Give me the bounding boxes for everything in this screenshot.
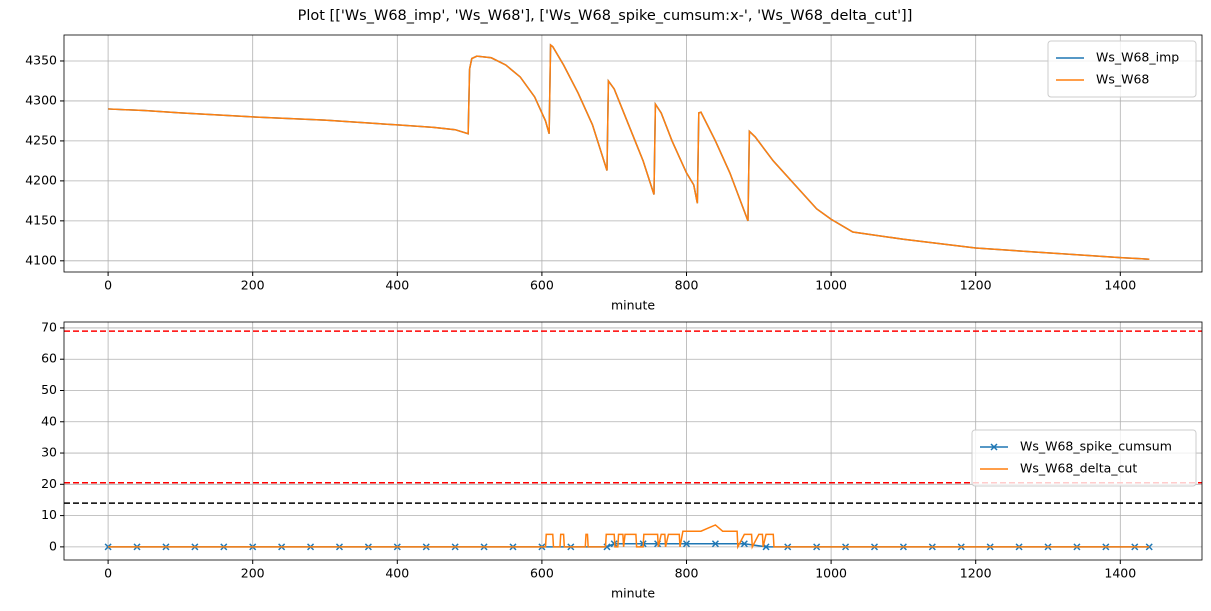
x-tick-label: 1000 xyxy=(815,278,847,293)
series-line xyxy=(108,524,1150,550)
y-tick-label: 4100 xyxy=(25,252,57,267)
y-tick-label: 10 xyxy=(41,507,57,522)
legend-label: Ws_W68_spike_cumsum xyxy=(1020,439,1172,454)
series-line xyxy=(108,43,1150,260)
x-tick-label: 0 xyxy=(104,566,112,581)
y-tick-label: 4350 xyxy=(25,52,57,67)
y-tick-label: 4250 xyxy=(25,132,57,147)
x-tick-label: 600 xyxy=(530,566,554,581)
x-tick-label: 800 xyxy=(675,278,699,293)
x-tick-label: 1400 xyxy=(1104,278,1136,293)
axes-frame xyxy=(63,321,1203,561)
y-tick-label: 4150 xyxy=(25,212,57,227)
series-line xyxy=(108,43,1150,260)
y-tick-label: 20 xyxy=(41,476,57,491)
legend-box xyxy=(1047,40,1197,98)
x-tick-label: 400 xyxy=(385,566,409,581)
x-tick-label: 400 xyxy=(385,278,409,293)
y-tick-label: 4300 xyxy=(25,92,57,107)
x-axis-label: minute xyxy=(611,298,655,313)
x-tick-label: 600 xyxy=(530,278,554,293)
y-tick-label: 40 xyxy=(41,413,57,428)
x-tick-label: 1200 xyxy=(960,566,992,581)
marker xyxy=(740,540,748,548)
x-axis-label: minute xyxy=(611,586,655,601)
y-tick-label: 50 xyxy=(41,382,57,397)
legend-label: Ws_W68 xyxy=(1096,72,1149,87)
legend-label: Ws_W68_imp xyxy=(1096,50,1179,65)
x-tick-label: 800 xyxy=(675,566,699,581)
x-tick-label: 200 xyxy=(241,278,265,293)
legend-box xyxy=(971,429,1197,487)
marker xyxy=(711,540,719,548)
marker xyxy=(682,540,691,548)
y-tick-label: 60 xyxy=(41,351,57,366)
x-tick-label: 200 xyxy=(241,566,265,581)
x-tick-label: 0 xyxy=(104,278,112,293)
y-tick-label: 30 xyxy=(41,445,57,460)
x-tick-label: 1000 xyxy=(815,566,847,581)
axes-frame xyxy=(63,34,1203,273)
y-tick-label: 4200 xyxy=(25,172,57,187)
legend-marker xyxy=(990,443,998,451)
figure-title: Plot [['Ws_W68_imp', 'Ws_W68'], ['Ws_W68… xyxy=(298,8,913,24)
y-tick-label: 0 xyxy=(49,538,57,553)
y-tick-label: 70 xyxy=(41,319,57,334)
legend-label: Ws_W68_delta_cut xyxy=(1020,461,1137,476)
x-tick-label: 1200 xyxy=(960,278,992,293)
x-tick-label: 1400 xyxy=(1104,566,1136,581)
